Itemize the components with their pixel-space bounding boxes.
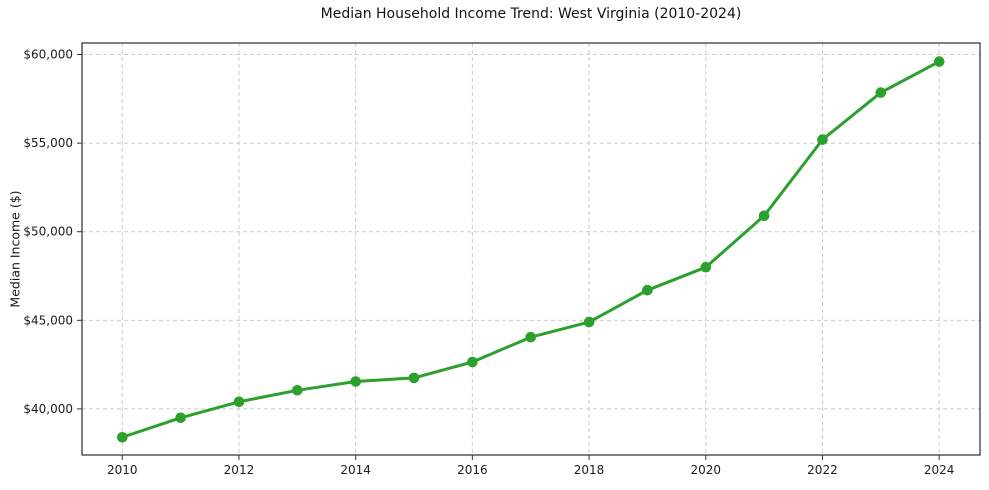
trend-line <box>120 60 941 439</box>
x-tick-label: 2012 <box>224 463 255 477</box>
data-point-2013 <box>292 385 303 396</box>
data-point-2011 <box>175 412 186 424</box>
y-tick-label: $55,000 <box>23 136 73 150</box>
x-tick-label: 2018 <box>574 463 605 477</box>
data-point-2016 <box>467 356 478 368</box>
x-tick-label: 2020 <box>690 463 721 477</box>
x-tick-label: 2022 <box>807 463 838 477</box>
chart-title: Median Household Income Trend: West Virg… <box>320 6 742 22</box>
data-point-2017 <box>525 331 536 343</box>
data-point-2012 <box>233 396 245 408</box>
y-tick-label: $50,000 <box>23 225 73 239</box>
x-tick-label: 2024 <box>924 463 955 477</box>
data-point-2020 <box>700 261 712 273</box>
x-tick-label: 2014 <box>340 463 371 477</box>
x-tick-label: 2010 <box>107 463 138 477</box>
plot-border <box>81 42 981 456</box>
data-point-2014 <box>350 376 362 387</box>
x-tick-label: 2016 <box>457 463 488 477</box>
data-point-2022 <box>817 134 828 145</box>
data-point-2018 <box>583 316 595 328</box>
data-point-2019 <box>642 284 653 296</box>
data-point-2023 <box>875 87 887 98</box>
data-point-2024 <box>933 56 945 67</box>
data-point-2015 <box>408 372 420 384</box>
y-tick-label: $60,000 <box>23 48 73 62</box>
data-point-2010 <box>117 432 128 443</box>
y-tick-label: $45,000 <box>23 313 73 327</box>
y-tick-label: $40,000 <box>23 402 73 416</box>
data-point-2021 <box>758 210 770 222</box>
